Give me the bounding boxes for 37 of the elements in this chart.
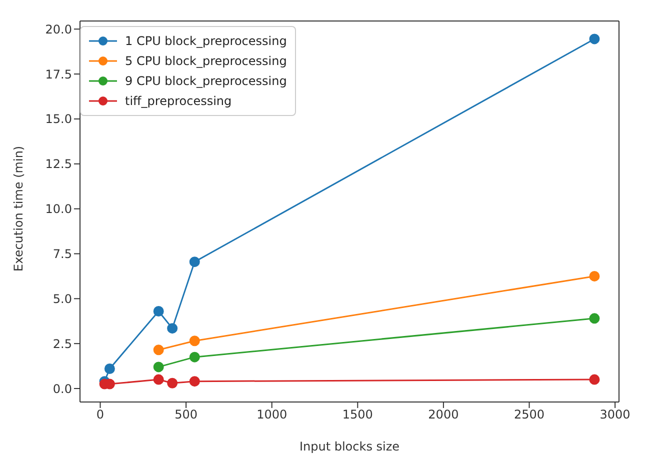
x-axis-title: Input blocks size: [299, 440, 400, 454]
y-tick-label: 10.0: [45, 202, 72, 216]
point: [189, 256, 200, 268]
y-axis-title: Execution time (min): [11, 146, 26, 272]
point: [589, 34, 600, 44]
x-tick-label: 1500: [342, 408, 373, 422]
y-tick-label: 15.0: [45, 112, 72, 126]
point: [153, 362, 164, 372]
y-tick-label: 20.0: [45, 22, 72, 36]
point: [589, 374, 600, 385]
point: [167, 323, 178, 334]
x-tick-label: 0: [96, 408, 104, 422]
point: [189, 352, 200, 362]
x-tick-label: 3000: [600, 408, 630, 422]
x-tick-label: 2000: [428, 408, 459, 422]
y-tick-label: 12.5: [45, 157, 72, 172]
point: [153, 344, 164, 356]
y-tick-label: 17.5: [45, 67, 72, 82]
legend-label: 9 CPU block_preprocessing: [125, 74, 287, 88]
y-tick-label: 0.0: [52, 382, 72, 396]
legend-label: 5 CPU block_preprocessing: [125, 54, 287, 68]
legend-label: tiff_preprocessing: [125, 94, 232, 108]
y-tick-label: 2.5: [52, 336, 72, 351]
x-tick-label: 1000: [256, 408, 288, 422]
point: [189, 376, 200, 387]
point: [153, 374, 164, 385]
point: [153, 306, 164, 316]
point: [104, 364, 115, 374]
point: [189, 336, 200, 346]
point: [589, 270, 600, 282]
point: [589, 313, 600, 324]
y-tick-label: 5.0: [52, 292, 72, 306]
x-tick-label: 2500: [514, 408, 545, 422]
y-tick-label: 7.5: [52, 246, 72, 261]
x-tick-label: 500: [174, 408, 198, 422]
point: [167, 378, 178, 388]
legend-label: 1 CPU block_preprocessing: [125, 34, 287, 48]
